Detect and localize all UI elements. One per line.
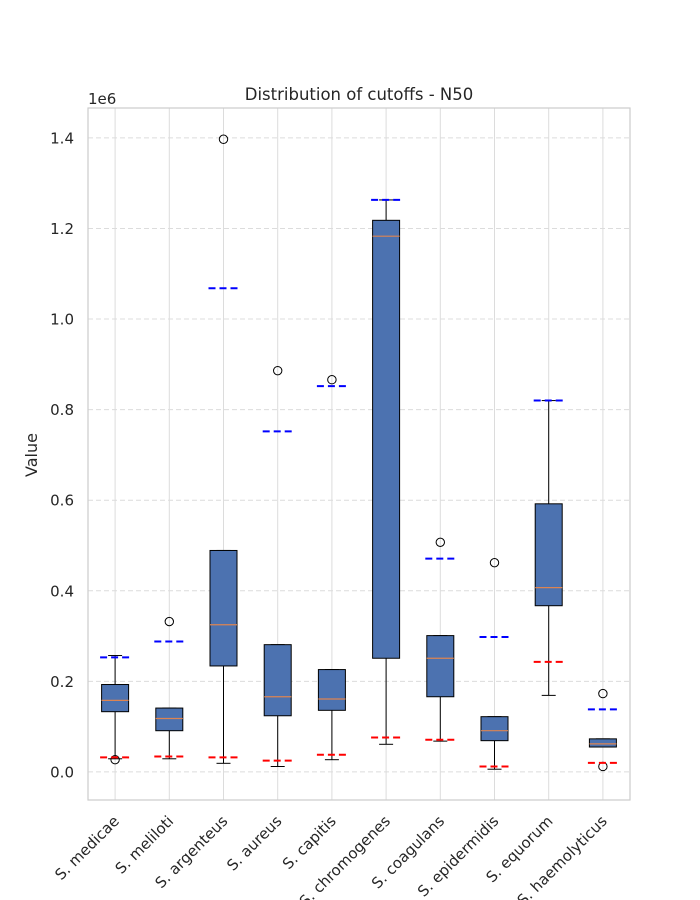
- box-body: [426, 635, 455, 698]
- x-tick-label: S. aureus: [223, 812, 285, 874]
- box-6: [371, 198, 402, 745]
- y-tick-label: 1.0: [50, 311, 74, 329]
- box-body: [480, 716, 509, 742]
- y-tick-label: 1.4: [50, 129, 74, 147]
- y-tick-label: 0.2: [50, 673, 74, 691]
- box-8: [479, 557, 510, 770]
- y-tick-label: 1.2: [50, 220, 74, 238]
- y-tick-label: 0.6: [50, 492, 74, 510]
- y-tick-label: 0.0: [50, 763, 74, 781]
- box-1: [100, 655, 131, 765]
- y-offset-label: 1e6: [88, 90, 116, 108]
- box-body: [101, 684, 130, 713]
- box-body: [155, 707, 184, 732]
- outlier-point: [327, 375, 337, 385]
- x-tick-label: S. medicae: [51, 812, 123, 884]
- box-2: [154, 616, 185, 760]
- box-body: [263, 644, 292, 717]
- plot-frame: [87, 107, 631, 801]
- box-body: [534, 503, 563, 607]
- outlier-point: [435, 537, 445, 548]
- y-tick-label: 0.8: [50, 401, 74, 419]
- outlier-point: [273, 365, 283, 376]
- box-body: [317, 669, 346, 711]
- outlier-point: [110, 754, 120, 765]
- box-4: [262, 365, 293, 767]
- y-tick-label: 0.4: [50, 582, 74, 600]
- box-body: [588, 738, 617, 748]
- box-7: [425, 537, 456, 742]
- y-axis-label: Value: [22, 433, 41, 477]
- box-3: [208, 134, 239, 764]
- chart-title: Distribution of cutoffs - N50: [245, 85, 474, 104]
- outlier-point: [164, 616, 175, 627]
- plot-background: [88, 108, 630, 800]
- box-body: [372, 219, 401, 659]
- outlier-point: [489, 557, 500, 568]
- box-5: [316, 375, 347, 761]
- y-axis-ticks: 0.0 0.2 0.4 0.6 0.8 1.0 1.2 1.4: [50, 129, 74, 781]
- boxes: [100, 134, 618, 772]
- x-tick-label: S. haemolyticus: [514, 812, 611, 900]
- box-9: [533, 399, 564, 696]
- box-10: [587, 688, 618, 772]
- outlier-point: [218, 134, 229, 144]
- outlier-point: [598, 688, 608, 699]
- box-body: [209, 549, 238, 667]
